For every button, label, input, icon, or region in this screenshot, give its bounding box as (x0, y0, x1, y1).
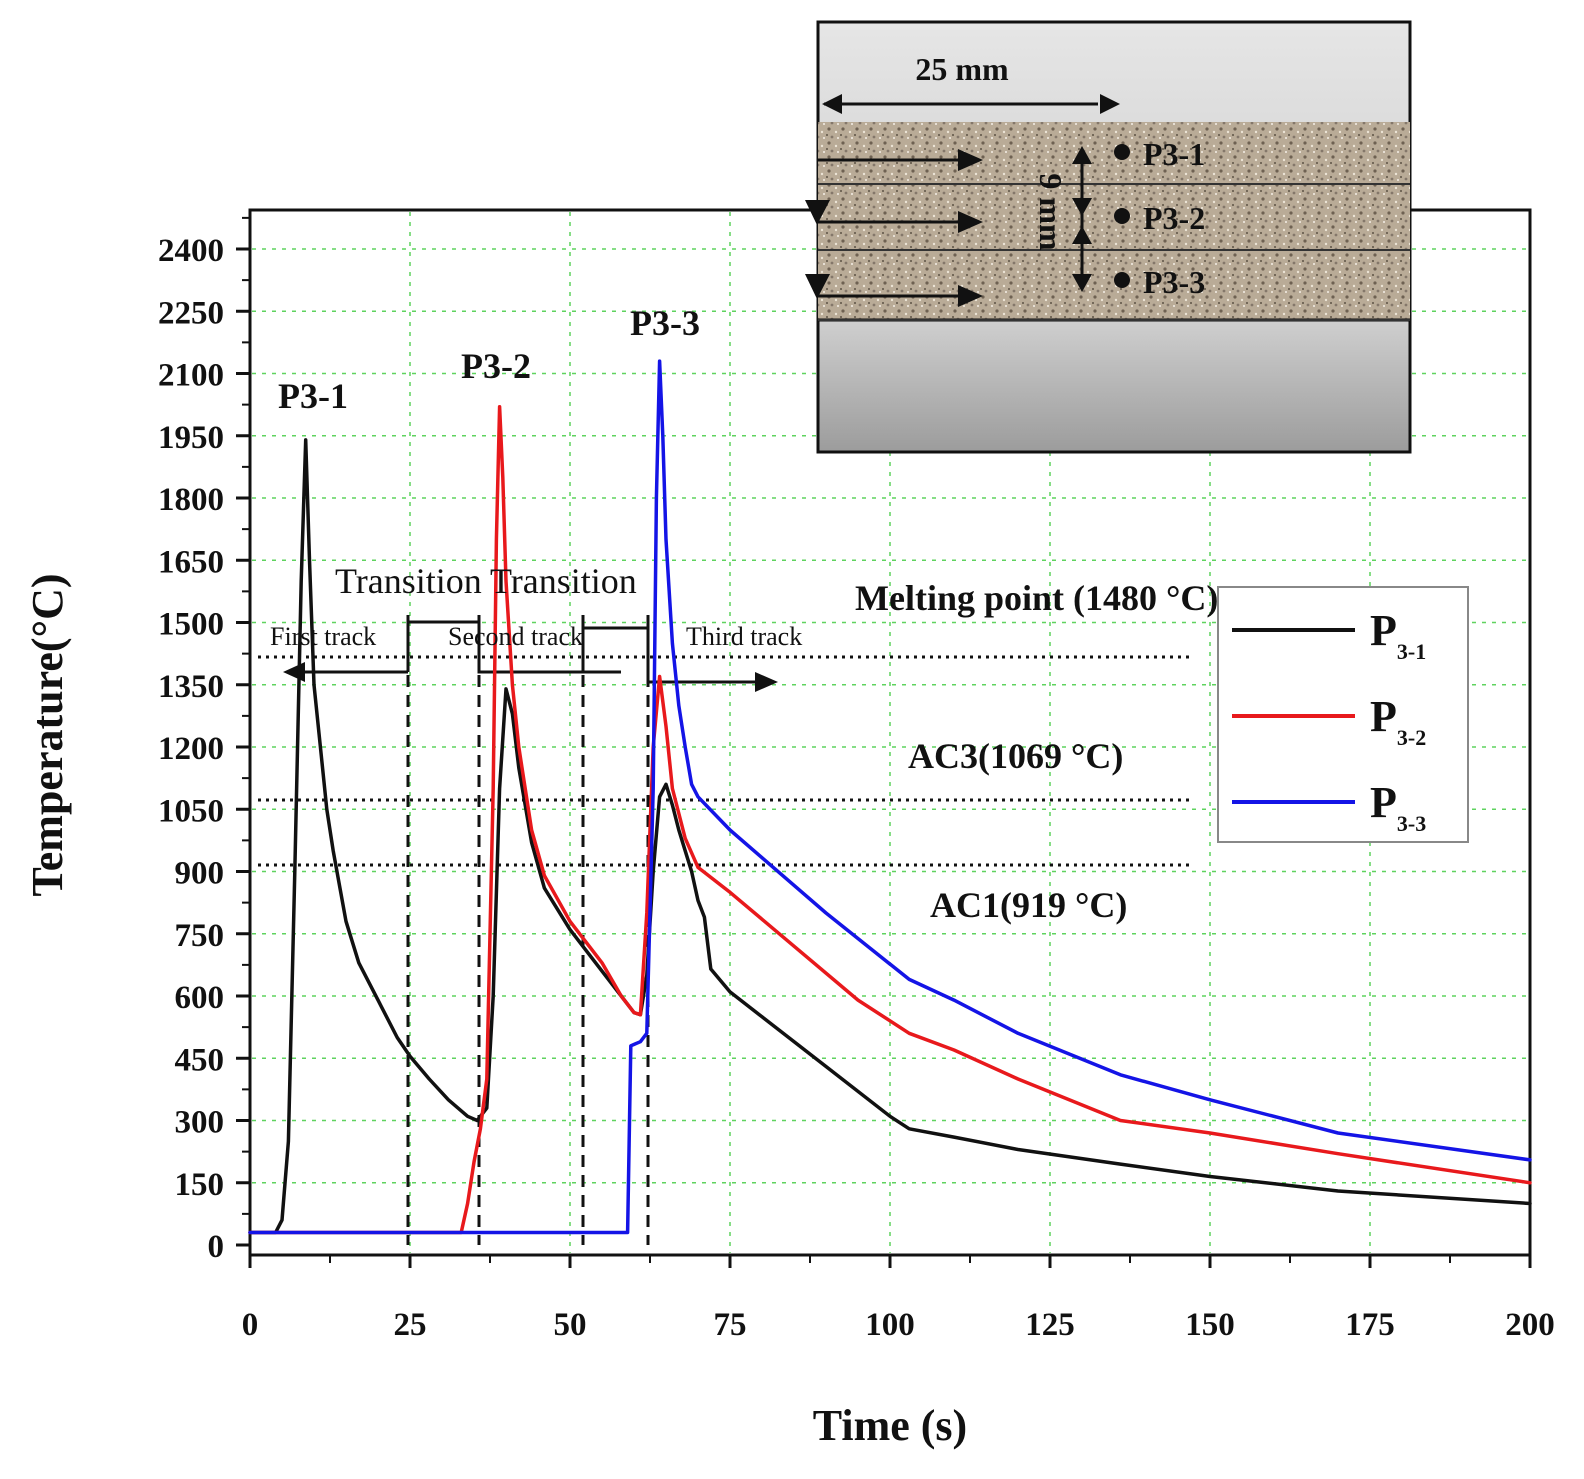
y-tick-label: 450 (175, 1042, 225, 1078)
third-track-arrowhead (755, 672, 778, 692)
inset-arrowhead (958, 211, 983, 233)
axes: 0 25 50 75 100 125 150 175 200 0 150 300 450 600 750 90… (158, 216, 1555, 1343)
y-tick-label: 0 (208, 1229, 225, 1265)
x-axis-title: Time (s) (813, 1401, 967, 1450)
y-tick-label: 1200 (158, 731, 224, 767)
series-line-p3-1 (248, 438, 1532, 1235)
track-label-third: Third track (686, 622, 802, 651)
y-tick-label: 2250 (158, 295, 224, 331)
inset-point-marker (1114, 272, 1130, 288)
x-tick-label: 50 (554, 1307, 587, 1343)
inset-arrowhead (805, 200, 830, 225)
inset-arrowhead (1100, 94, 1120, 114)
track-label-second: Second track (448, 622, 583, 651)
x-tick-label: 75 (714, 1307, 747, 1343)
x-tick-label: 0 (242, 1307, 259, 1343)
inset-arrowhead (1072, 274, 1092, 292)
y-tick-label: 900 (175, 856, 225, 892)
inset-width-label: 25 mm (915, 51, 1009, 87)
inset-point-label: P3-2 (1143, 200, 1205, 236)
y-tick-label: 1650 (158, 544, 224, 580)
peak-label: P3-3 (630, 303, 700, 343)
inset-point-marker (1114, 208, 1130, 224)
legend: P3-1 P3-2 P3-3 (1217, 586, 1469, 843)
x-tick-label: 175 (1345, 1307, 1395, 1343)
legend-label-p3-1: P3-1 (1370, 606, 1426, 664)
melting-point-label: Melting point (1480 °C) (855, 578, 1218, 618)
inset-substrate (816, 318, 1412, 454)
y-tick-label: 1350 (158, 669, 224, 705)
x-tick-label: 100 (865, 1307, 915, 1343)
transition-bracket (406, 620, 621, 674)
y-tick-label: 600 (175, 980, 225, 1016)
ac1-label: AC1(919 °C) (930, 885, 1127, 925)
y-tick-label: 150 (175, 1167, 225, 1203)
inset-arrowhead (805, 274, 830, 299)
y-tick-label: 1950 (158, 420, 224, 456)
inset-arrowhead (958, 149, 983, 171)
y-tick-label: 2400 (158, 233, 224, 269)
y-tick-label: 300 (175, 1105, 225, 1141)
legend-label-main: P (1370, 606, 1397, 655)
series-line-p3-3 (248, 359, 1532, 1235)
legend-label-sub: 3-2 (1397, 725, 1426, 750)
x-tick-label: 25 (394, 1307, 427, 1343)
inset-arrowhead (1072, 226, 1092, 244)
inset-arrowhead (1072, 198, 1092, 216)
x-tick-label: 125 (1025, 1307, 1075, 1343)
y-tick-label: 1050 (158, 793, 224, 829)
y-axis-title: Temperature(°C) (23, 573, 72, 896)
legend-label-sub: 3-1 (1397, 639, 1426, 664)
legend-label-main: P (1370, 778, 1397, 827)
legend-label-sub: 3-3 (1397, 811, 1426, 836)
inset-arrowhead (1072, 146, 1092, 164)
x-tick-label: 200 (1505, 1307, 1555, 1343)
y-tick-label: 2100 (158, 358, 224, 394)
series-layer (248, 359, 1532, 1235)
inset-arrowhead (958, 285, 983, 307)
legend-label-p3-3: P3-3 (1370, 778, 1426, 836)
legend-label-main: P (1370, 692, 1397, 741)
ac3-label: AC3(1069 °C) (908, 736, 1123, 776)
inset-arrowhead (822, 94, 842, 114)
inset-point-label: P3-1 (1143, 136, 1205, 172)
inset-point-marker (1114, 144, 1130, 160)
track-label-first: First track (270, 622, 376, 651)
y-tick-label: 750 (175, 918, 225, 954)
inset-point-label: P3-3 (1143, 264, 1205, 300)
legend-label-p3-2: P3-2 (1370, 692, 1426, 750)
transition-label: Transition Transition (335, 561, 637, 601)
transition-bracket (581, 626, 650, 682)
y-tick-label: 1500 (158, 607, 224, 643)
reference-lines (258, 655, 1190, 867)
series-line-p3-2 (248, 404, 1532, 1235)
peak-label: P3-2 (461, 346, 531, 386)
inset-schematic: 25 mm 9 mm P3-1 P3-2 P3-3 (805, 20, 1412, 454)
inset-height-label: 9 mm (1033, 173, 1069, 251)
x-tick-label: 150 (1185, 1307, 1235, 1343)
y-tick-label: 1800 (158, 482, 224, 518)
peak-label: P3-1 (278, 376, 348, 416)
